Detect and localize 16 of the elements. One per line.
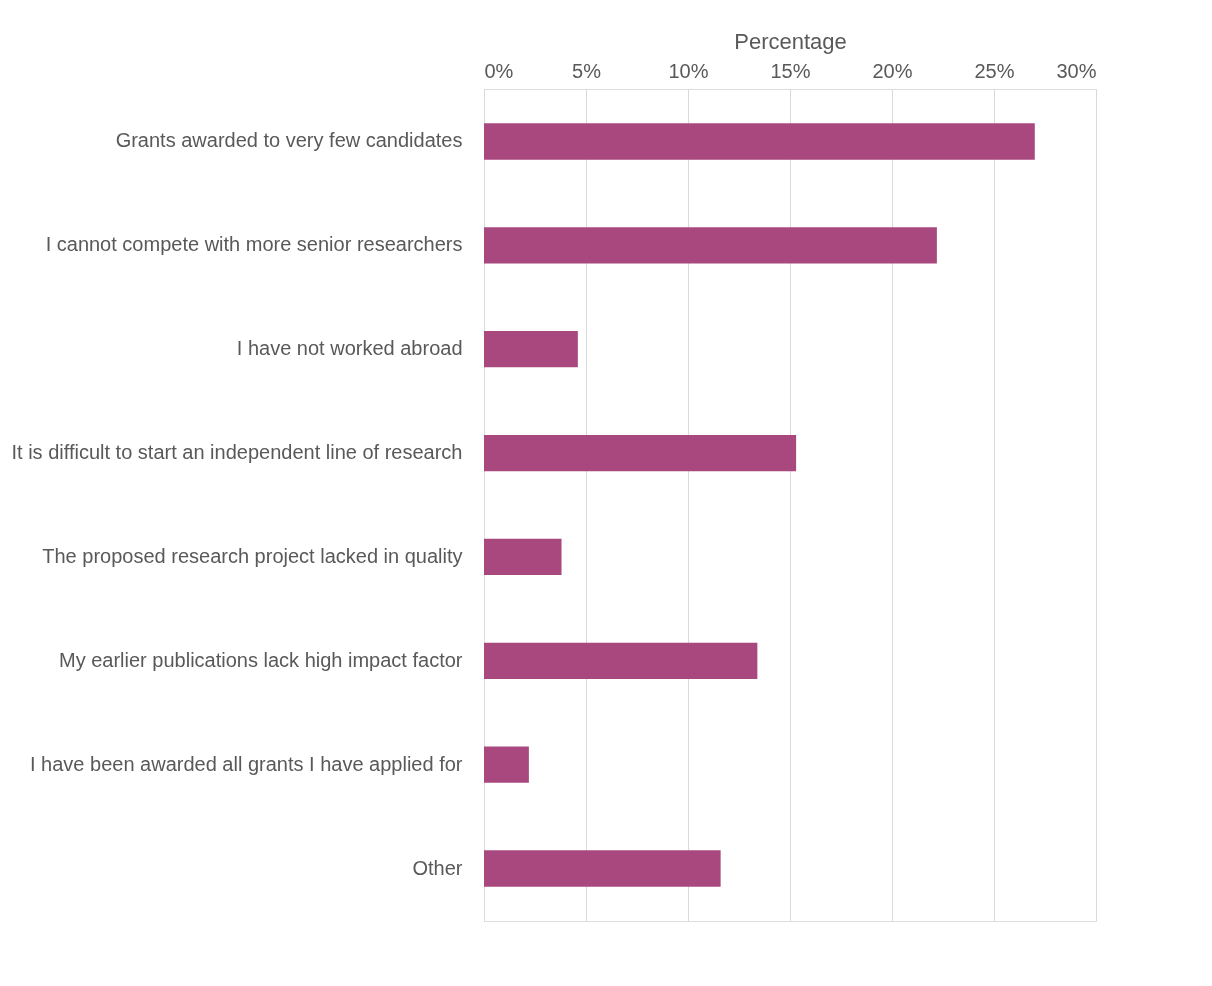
y-tick-label: I have been awarded all grants I have applied for [29, 752, 463, 775]
x-tick-label: 30% [1056, 59, 1097, 82]
x-tick-label: 25% [974, 59, 1015, 82]
x-tick-label: 10% [668, 59, 709, 82]
x-tick-label: 0% [484, 59, 514, 82]
y-tick-label: Other [412, 856, 463, 879]
y-tick-label: My earlier publications lack high impact factor [58, 648, 463, 671]
x-axis-title: Percentage [734, 28, 847, 54]
y-tick-label: I have not worked abroad [236, 337, 463, 360]
x-tick-label: 20% [872, 59, 913, 82]
x-tick-label: 15% [770, 59, 811, 82]
y-tick-label: I cannot compete with more senior researchers [45, 233, 463, 256]
y-tick-label: Grants awarded to very few candidates [115, 129, 463, 152]
y-tick-label: The proposed research project lacked in quality [42, 544, 463, 567]
x-tick-label: 5% [572, 59, 602, 82]
y-tick-label: It is difficult to start an independent line of research [11, 441, 463, 464]
